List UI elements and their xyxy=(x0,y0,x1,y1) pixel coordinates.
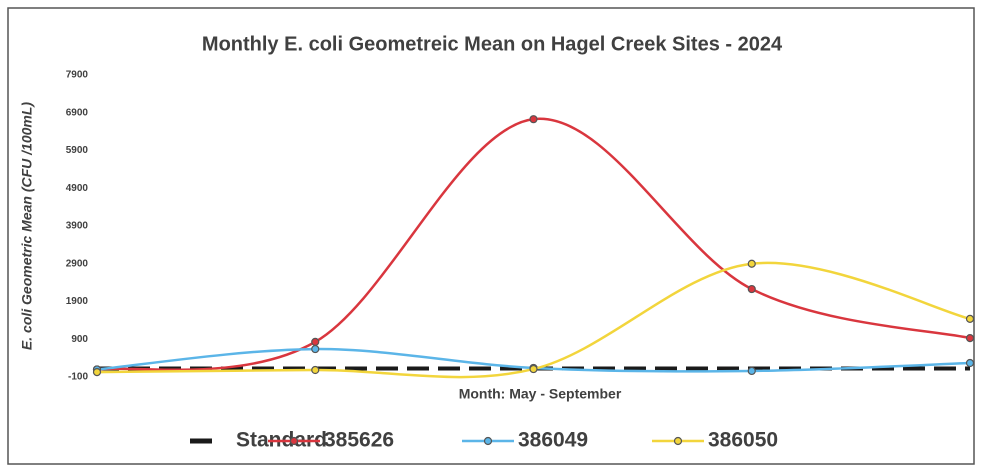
y-tick-label: 5900 xyxy=(66,145,89,156)
legend-marker xyxy=(673,436,683,446)
data-point xyxy=(311,365,320,375)
data-point xyxy=(747,366,756,376)
y-tick-label: 6900 xyxy=(66,107,89,118)
data-point xyxy=(747,284,756,294)
data-point xyxy=(311,337,320,346)
chart-border xyxy=(7,7,975,465)
legend-label: 385626 xyxy=(324,429,394,452)
data-point xyxy=(529,115,538,124)
y-axis-title: E. coli Geometric Mean (CFU /100mL) xyxy=(19,102,35,351)
y-tick-label: 7900 xyxy=(66,70,89,81)
y-tick-label: 3900 xyxy=(66,221,89,232)
data-point xyxy=(747,259,756,268)
data-point xyxy=(92,367,102,377)
y-tick-label: 900 xyxy=(71,334,88,345)
data-point xyxy=(965,358,975,368)
x-axis-title: Month: May - September xyxy=(459,386,622,402)
y-tick-label: -100 xyxy=(68,372,88,383)
data-point xyxy=(529,364,538,374)
data-point xyxy=(965,334,975,343)
legend-label: 386050 xyxy=(708,429,778,452)
y-tick-label: 4900 xyxy=(66,183,89,194)
legend-label: 386049 xyxy=(518,429,588,452)
legend-marker xyxy=(483,436,493,446)
y-tick-label: 2900 xyxy=(66,258,89,269)
legend-marker xyxy=(289,436,299,446)
data-point xyxy=(311,344,320,354)
chart-title: Monthly E. coli Geometreic Mean on Hagel… xyxy=(202,33,783,55)
y-tick-label: 1900 xyxy=(66,296,89,307)
data-point xyxy=(965,314,975,323)
